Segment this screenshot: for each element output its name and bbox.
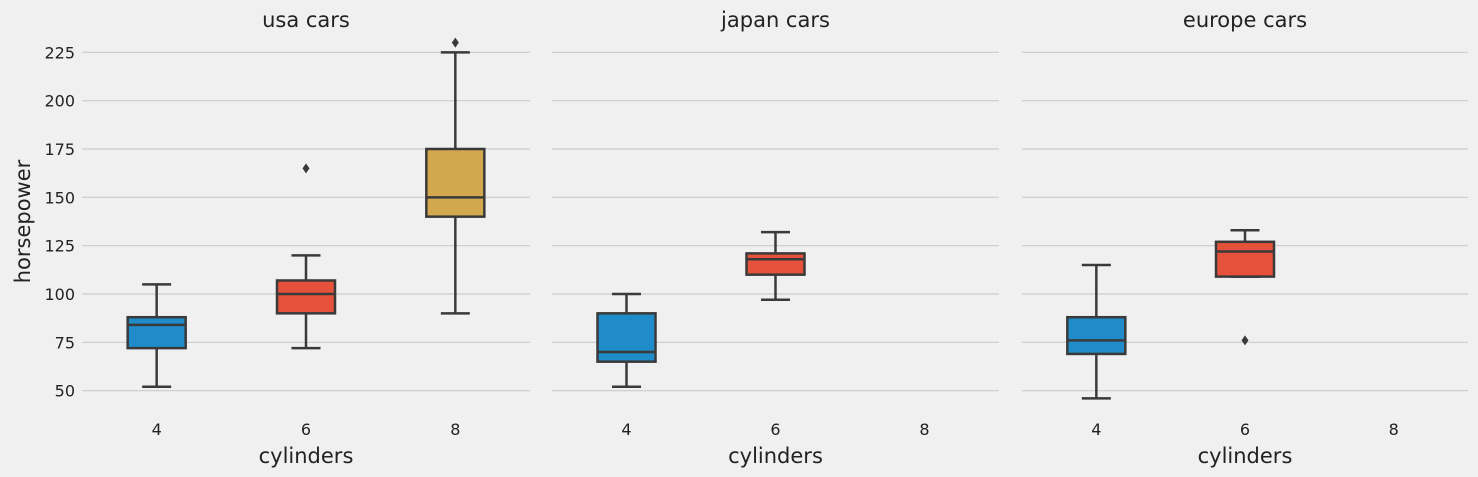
x-tick-label: 4	[1091, 420, 1101, 439]
y-tick-label: 200	[44, 92, 75, 111]
x-tick-label: 6	[770, 420, 780, 439]
x-tick-label: 8	[450, 420, 460, 439]
box-iqr	[1066, 315, 1127, 356]
y-tick-label: 150	[44, 188, 75, 207]
x-tick-label: 4	[621, 420, 631, 439]
y-tick-label: 175	[44, 140, 75, 159]
y-tick-label: 225	[44, 43, 75, 62]
x-tick-label: 6	[301, 420, 311, 439]
x-tick-label: 8	[919, 420, 929, 439]
box-iqr	[126, 315, 187, 350]
x-axis-label: cylinders	[1198, 444, 1293, 468]
y-tick-label: 75	[55, 333, 75, 352]
y-axis-label: horsepower	[11, 159, 35, 283]
box-iqr	[275, 279, 337, 315]
outlier-point	[1241, 335, 1249, 346]
panel-title: europe cars	[1183, 8, 1307, 32]
x-axis-label: cylinders	[259, 444, 354, 468]
x-tick-label: 6	[1240, 420, 1250, 439]
x-axis-label: cylinders	[728, 444, 823, 468]
panel-title: japan cars	[720, 8, 830, 32]
box-iqr	[745, 252, 806, 276]
box-iqr	[425, 147, 486, 218]
y-tick-label: 125	[44, 237, 75, 256]
box-iqr	[596, 312, 657, 363]
y-tick-label: 100	[44, 285, 75, 304]
outlier-point	[302, 163, 310, 174]
outlier-point	[451, 37, 459, 48]
box-iqr	[1214, 240, 1276, 278]
panel-title: usa cars	[262, 8, 350, 32]
x-tick-label: 4	[152, 420, 162, 439]
y-tick-label: 50	[55, 382, 75, 401]
x-tick-label: 8	[1389, 420, 1399, 439]
